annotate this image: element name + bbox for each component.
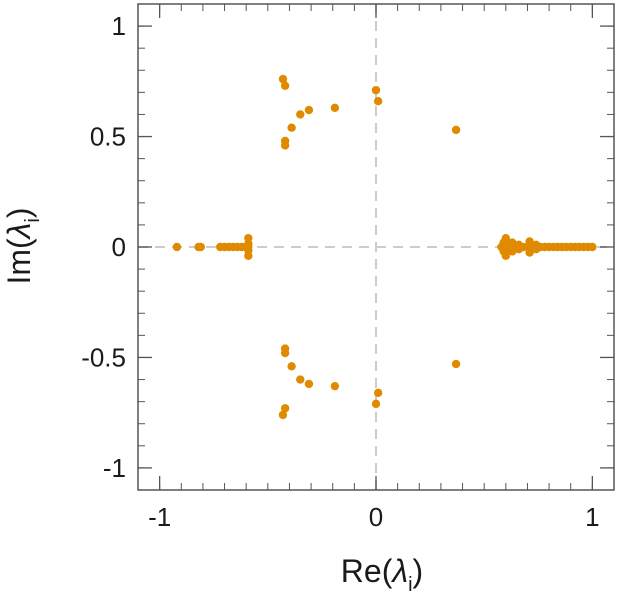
data-point [280, 81, 290, 90]
data-point [196, 242, 205, 252]
x-tick-label: 0 [369, 502, 383, 532]
data-point [287, 123, 296, 132]
data-point [501, 233, 511, 243]
data-point [330, 381, 340, 391]
data-point [278, 410, 288, 420]
data-points [172, 74, 597, 420]
x-tick-label: 1 [585, 502, 599, 532]
data-point [287, 362, 296, 371]
y-axis-label-prefix: Im( [1, 238, 37, 285]
x-axis-label: Re(λi) [341, 553, 423, 596]
data-point [244, 251, 253, 261]
plot-frame [137, 3, 615, 491]
y-tick-label: 0.5 [90, 122, 126, 152]
data-point [280, 141, 290, 150]
y-tick-label: -1 [103, 453, 126, 483]
data-point [371, 85, 381, 95]
data-point [373, 388, 383, 397]
data-point [278, 74, 288, 84]
y-tick-label: -0.5 [81, 342, 126, 372]
major-ticks [138, 4, 614, 490]
data-point [373, 97, 383, 106]
data-point [304, 379, 314, 389]
data-point [237, 242, 247, 252]
data-point [588, 242, 597, 252]
x-tick-label: -1 [148, 502, 171, 532]
data-point [304, 105, 314, 115]
y-axis-label-subscript: i [22, 218, 44, 222]
data-point [280, 344, 290, 353]
tick-labels: -1 0 1 -1 -0.5 0 0.5 1 [81, 11, 599, 532]
data-point [296, 375, 305, 384]
data-point [451, 359, 461, 369]
data-point [451, 125, 461, 135]
x-axis-label-subscript: i [408, 574, 412, 596]
data-point [296, 110, 305, 119]
x-axis-label-suffix: ) [413, 553, 424, 589]
y-tick-label: 0 [112, 232, 126, 262]
data-point [371, 399, 381, 409]
data-point [501, 251, 511, 261]
x-axis-label-symbol: λ [390, 553, 408, 589]
y-axis-label-suffix: ) [1, 207, 37, 218]
y-tick-label: 1 [112, 11, 126, 41]
data-point [330, 103, 340, 113]
y-axis-label-symbol: λ [1, 223, 37, 241]
y-axis-label: Im(λi) [1, 207, 44, 284]
data-point [280, 404, 290, 413]
x-axis-label-prefix: Re( [341, 553, 393, 589]
data-point [172, 242, 182, 252]
